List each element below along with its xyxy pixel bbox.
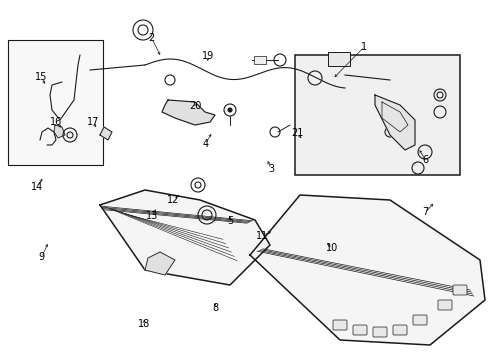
Bar (294, 55, 459, 175)
Polygon shape (162, 100, 215, 125)
FancyBboxPatch shape (392, 325, 406, 335)
Circle shape (227, 108, 231, 112)
FancyBboxPatch shape (332, 320, 346, 330)
Text: 3: 3 (268, 164, 274, 174)
Polygon shape (249, 195, 484, 345)
Text: 18: 18 (138, 319, 150, 329)
Text: 16: 16 (50, 117, 62, 127)
Text: 11: 11 (255, 231, 267, 241)
Text: 1: 1 (361, 42, 366, 52)
Polygon shape (100, 127, 112, 140)
Text: 20: 20 (189, 101, 202, 111)
Text: 19: 19 (201, 51, 214, 61)
Text: 4: 4 (202, 139, 208, 149)
Polygon shape (145, 252, 175, 275)
Text: 14: 14 (30, 182, 43, 192)
Bar (253, 56, 265, 64)
Text: 15: 15 (35, 72, 48, 82)
Text: 13: 13 (145, 211, 158, 221)
Text: 5: 5 (226, 216, 232, 226)
Text: 8: 8 (212, 303, 218, 313)
Text: 7: 7 (422, 207, 427, 217)
Polygon shape (100, 190, 269, 285)
Text: 12: 12 (167, 195, 180, 205)
Polygon shape (54, 125, 65, 138)
FancyBboxPatch shape (412, 315, 426, 325)
Text: 6: 6 (422, 155, 427, 165)
Polygon shape (374, 95, 414, 150)
Text: 2: 2 (148, 33, 154, 43)
FancyBboxPatch shape (352, 325, 366, 335)
FancyBboxPatch shape (437, 300, 451, 310)
Bar (8, 40, 103, 165)
Text: 17: 17 (86, 117, 99, 127)
Bar (327, 52, 349, 66)
Text: 10: 10 (325, 243, 338, 253)
FancyBboxPatch shape (452, 285, 466, 295)
Text: 9: 9 (39, 252, 44, 262)
FancyBboxPatch shape (372, 327, 386, 337)
Text: 21: 21 (290, 128, 303, 138)
